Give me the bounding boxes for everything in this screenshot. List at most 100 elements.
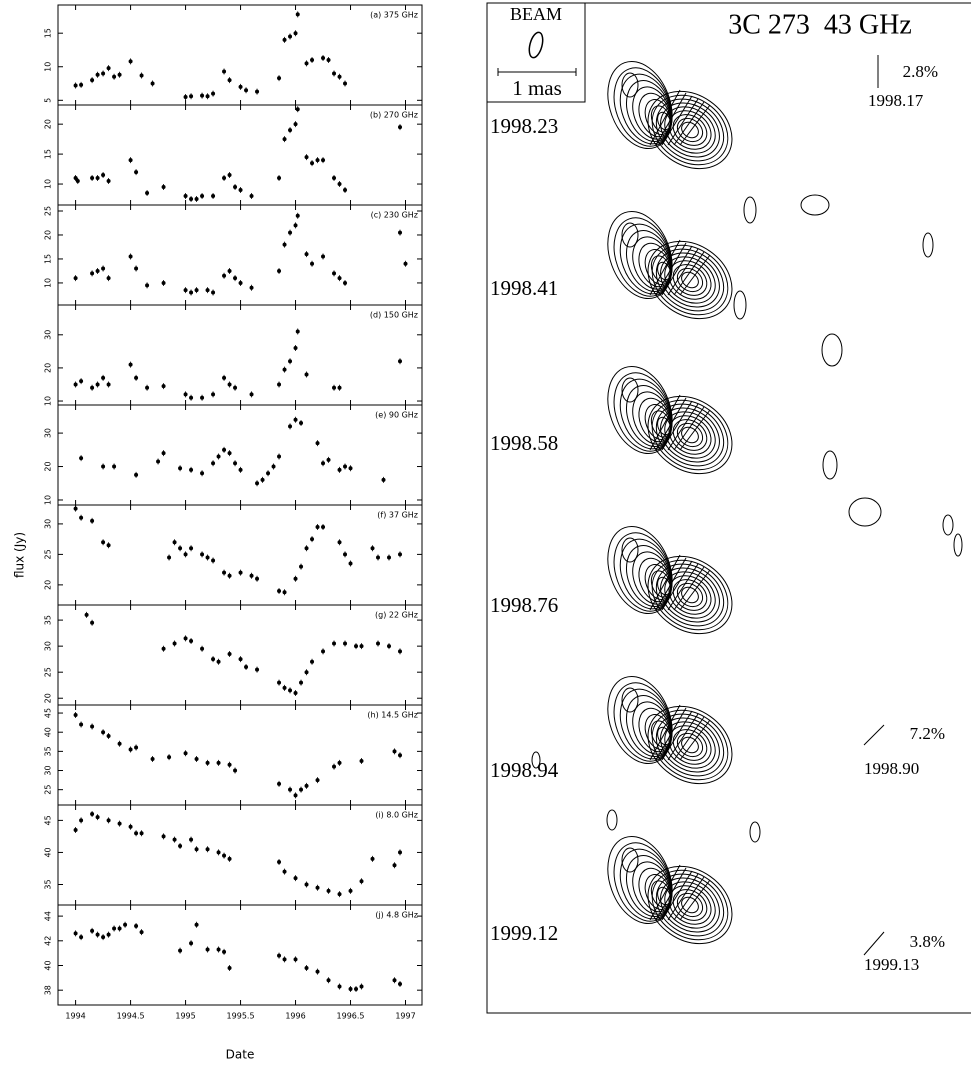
data-point <box>96 269 100 273</box>
data-point <box>299 681 303 685</box>
panel-label: (a) 375 GHz <box>370 11 418 20</box>
y-tick-label: 15 <box>44 28 53 38</box>
data-point <box>134 924 138 928</box>
pol-percent: 7.2% <box>910 724 945 743</box>
data-point <box>272 465 276 469</box>
data-point <box>294 31 298 35</box>
data-point <box>134 267 138 271</box>
data-point <box>296 12 300 16</box>
data-point <box>321 525 325 529</box>
data-point <box>101 71 105 75</box>
data-point <box>162 647 166 651</box>
contour <box>923 233 933 257</box>
contour <box>849 498 881 526</box>
data-point <box>338 182 342 186</box>
data-point <box>332 386 336 390</box>
data-point <box>393 749 397 753</box>
data-point <box>211 291 215 295</box>
panel-frame <box>58 905 422 1005</box>
data-point <box>327 458 331 462</box>
y-tick-label: 45 <box>44 815 53 825</box>
contour <box>650 92 730 168</box>
data-point <box>305 670 309 674</box>
data-point <box>277 269 281 273</box>
panel-label: (i) 8.0 GHz <box>375 811 418 820</box>
data-point <box>217 455 221 459</box>
data-point <box>228 857 232 861</box>
data-point <box>294 122 298 126</box>
contour <box>639 856 741 954</box>
data-point <box>140 930 144 934</box>
data-point <box>129 59 133 63</box>
data-point <box>129 255 133 259</box>
epoch-label: 1998.76 <box>490 593 558 617</box>
data-point <box>79 516 83 520</box>
data-point <box>332 271 336 275</box>
y-tick-label: 20 <box>44 119 53 129</box>
data-point <box>134 376 138 380</box>
data-point <box>206 847 210 851</box>
data-point <box>321 158 325 162</box>
data-point <box>222 176 226 180</box>
data-point <box>305 882 309 886</box>
y-tick-label: 20 <box>44 230 53 240</box>
contour <box>650 242 730 318</box>
data-point <box>305 252 309 256</box>
beam-label: BEAM <box>510 4 562 24</box>
data-point <box>228 763 232 767</box>
data-point <box>195 757 199 761</box>
data-point <box>299 421 303 425</box>
pol-scale-vector <box>864 932 884 955</box>
data-point <box>79 818 83 822</box>
data-point <box>244 88 248 92</box>
y-tick-label: 25 <box>44 206 53 216</box>
data-point <box>233 461 237 465</box>
panel-frame <box>58 305 422 405</box>
data-point <box>101 267 105 271</box>
data-point <box>316 525 320 529</box>
data-point <box>79 83 83 87</box>
y-tick-label: 38 <box>44 985 53 995</box>
data-point <box>283 243 287 247</box>
data-point <box>277 954 281 958</box>
y-tick-label: 25 <box>44 785 53 795</box>
contour <box>822 334 842 366</box>
data-point <box>404 262 408 266</box>
epoch-label: 1998.41 <box>490 276 558 300</box>
data-point <box>288 128 292 132</box>
y-tick-label: 10 <box>44 179 53 189</box>
y-tick-label: 25 <box>44 549 53 559</box>
panel-label: (b) 270 GHz <box>370 111 418 120</box>
data-point <box>398 850 402 854</box>
data-point <box>178 844 182 848</box>
data-point <box>90 386 94 390</box>
data-point <box>398 231 402 235</box>
data-point <box>376 642 380 646</box>
data-point <box>217 660 221 664</box>
data-point <box>118 742 122 746</box>
data-point <box>101 540 105 544</box>
y-tick-label: 10 <box>44 396 53 406</box>
data-point <box>206 947 210 951</box>
pol-percent: 2.8% <box>903 62 938 81</box>
data-point <box>283 957 287 961</box>
data-point <box>277 76 281 80</box>
panel-frame <box>58 705 422 805</box>
data-point <box>321 56 325 60</box>
data-point <box>222 376 226 380</box>
data-point <box>74 507 78 511</box>
data-point <box>118 926 122 930</box>
data-point <box>305 784 309 788</box>
data-point <box>90 176 94 180</box>
data-point <box>296 107 300 111</box>
panel-frame <box>58 205 422 305</box>
data-point <box>288 424 292 428</box>
data-point <box>90 929 94 933</box>
data-point <box>277 782 281 786</box>
epoch-label: 1998.58 <box>490 431 558 455</box>
data-point <box>288 688 292 692</box>
y-tick-label: 5 <box>44 98 53 103</box>
contour <box>954 534 962 556</box>
data-point <box>79 379 83 383</box>
data-point <box>261 478 265 482</box>
